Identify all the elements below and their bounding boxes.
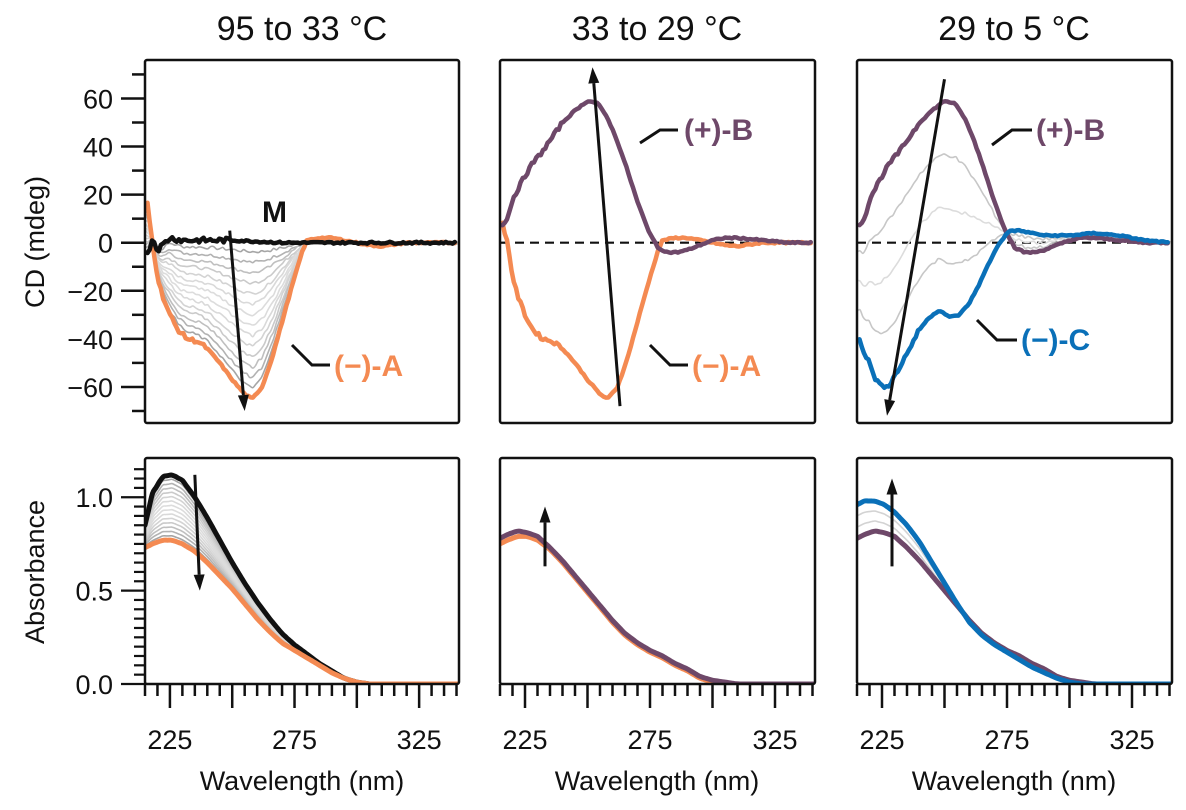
label-leader-line — [639, 128, 678, 145]
plot-frame — [855, 58, 1174, 425]
trend-arrow — [193, 474, 201, 575]
x-tick-label: 275 — [272, 725, 317, 755]
series--a — [500, 220, 813, 400]
panel-bottom-middle: 225 275 325 — [498, 456, 817, 755]
y-tick-label: 60 — [83, 84, 113, 114]
plot-area — [857, 99, 1172, 391]
series-33-c — [145, 537, 459, 684]
plot-area — [145, 472, 459, 684]
y-tick-label: −60 — [67, 373, 113, 403]
x-tick-label: 275 — [627, 725, 672, 755]
series--c — [857, 227, 1170, 391]
x-axis-label-1: Wavelength (nm) — [200, 766, 405, 796]
y-tick-label: 20 — [83, 181, 113, 211]
trend-arrow — [592, 83, 622, 407]
trend-arrow — [888, 78, 946, 401]
panel-title-1: 95 to 33 °C — [217, 10, 387, 48]
plot-frame — [498, 456, 817, 686]
series--a — [500, 533, 815, 684]
y-tick-label: 0.0 — [75, 670, 113, 700]
x-tick-label: 225 — [502, 725, 547, 755]
plot-frame — [855, 456, 1174, 686]
label-minus-a: (−)-A — [692, 350, 761, 383]
intermediate-curve — [145, 534, 459, 684]
intermediate-curve — [145, 207, 459, 389]
y-axis-label-absorbance: Absorbance — [20, 500, 50, 644]
intermediate-curve — [145, 213, 459, 369]
label-plus-b: (+)-B — [684, 114, 753, 147]
label-leader-line — [975, 318, 1017, 342]
plot-area — [145, 200, 459, 400]
y-tick-label: −20 — [67, 277, 113, 307]
panel-bottom-right: 225 275 325 — [855, 456, 1174, 755]
series-m — [145, 234, 458, 256]
intermediate-curve — [145, 210, 459, 379]
series--b — [500, 528, 815, 684]
arrow-head — [193, 574, 205, 591]
y-tick-label: 0 — [98, 229, 113, 259]
panel-title-2: 33 to 29 °C — [572, 10, 742, 48]
y-axis-label-cd: CD (mdeg) — [20, 176, 50, 308]
plot-frame — [498, 58, 817, 425]
label-leader-line — [648, 343, 688, 367]
label-plus-b: (+)-B — [1036, 114, 1105, 147]
series--b — [857, 99, 1170, 256]
y-tick-label: 0.5 — [75, 577, 113, 607]
x-axis-label-3: Wavelength (nm) — [912, 766, 1117, 796]
label-leader-line — [991, 128, 1032, 147]
arrow-head — [886, 478, 898, 495]
x-tick-label: 225 — [147, 725, 192, 755]
x-tick-label: 325 — [397, 725, 442, 755]
series--c — [857, 498, 1172, 684]
plot-area — [857, 498, 1172, 684]
y-tick-label: −40 — [67, 325, 113, 355]
series--b — [857, 528, 1172, 684]
label-leader-line — [290, 343, 330, 367]
plot-area — [500, 528, 815, 684]
x-tick-label: 225 — [859, 725, 904, 755]
series--b — [500, 99, 813, 256]
panel-top-left: 60 40 20 0 −20 −40 −60 M (−)-A — [67, 58, 461, 425]
x-tick-label: 325 — [1109, 725, 1154, 755]
arrow-head — [884, 399, 896, 416]
arrow-head — [539, 506, 551, 523]
x-axis-label-2: Wavelength (nm) — [555, 766, 760, 796]
arrow-head — [237, 394, 249, 411]
label-minus-a: (−)-A — [334, 350, 403, 383]
arrow-head — [588, 67, 600, 84]
x-tick-label: 325 — [752, 725, 797, 755]
label-minus-c: (−)-C — [1021, 324, 1090, 357]
panel-bottom-left: 0.0 0.5 1.0 225 275 325 — [75, 456, 461, 755]
panel-title-3: 29 to 5 °C — [938, 10, 1090, 48]
trend-arrow — [228, 230, 245, 396]
intermediate-curve — [145, 530, 459, 684]
plot-area — [500, 99, 815, 400]
y-tick-label: 1.0 — [75, 483, 113, 513]
panel-top-right: (+)-B (−)-C — [855, 58, 1174, 425]
label-m: M — [262, 196, 287, 229]
y-tick-label: 40 — [83, 133, 113, 163]
x-tick-label: 275 — [984, 725, 1029, 755]
panel-top-middle: (+)-B (−)-A — [498, 58, 817, 425]
